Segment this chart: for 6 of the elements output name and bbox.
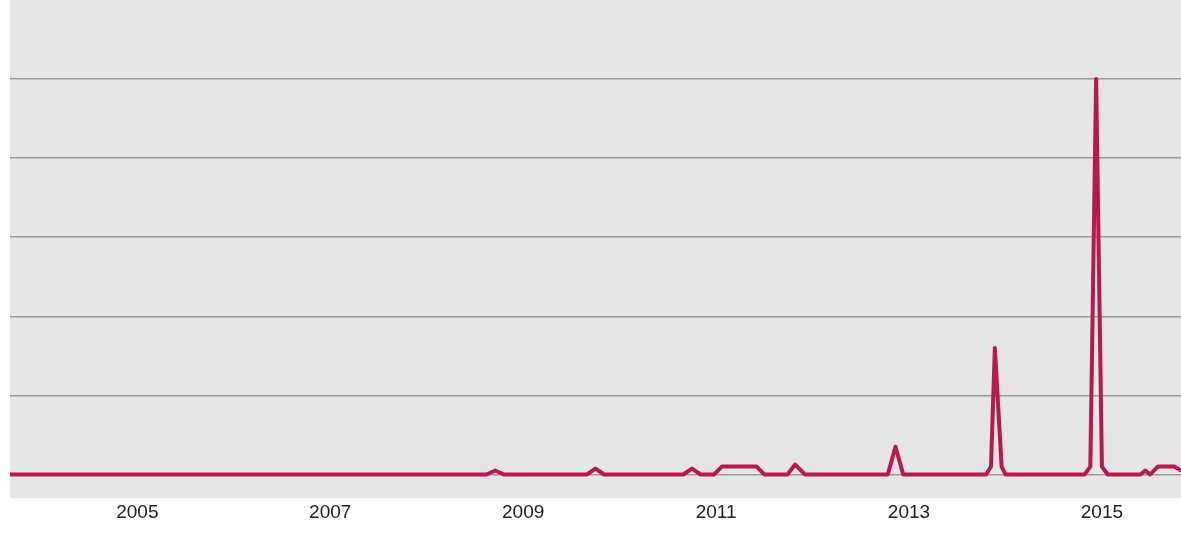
x-tick-label: 2011 xyxy=(695,500,737,522)
x-tick-label: 2013 xyxy=(887,500,931,522)
x-tick-label: 2015 xyxy=(1080,500,1124,522)
x-tick-label: 2005 xyxy=(116,500,159,522)
x-tick-label: 2007 xyxy=(309,500,352,522)
x-tick-label: 2009 xyxy=(502,500,545,522)
